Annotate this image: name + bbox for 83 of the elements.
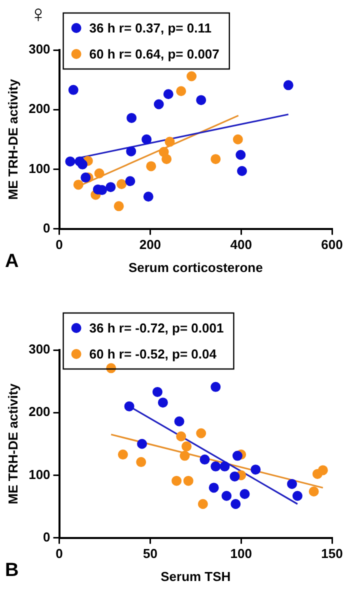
text: ♀ — [29, 1, 48, 28]
point — [176, 431, 186, 442]
x-tick-label: 100 — [230, 546, 252, 562]
text: B — [5, 560, 19, 581]
point — [114, 201, 124, 212]
legend-label: 36 h r= -0.72, p= 0.001 — [89, 320, 224, 336]
point — [162, 154, 172, 164]
point — [158, 398, 168, 408]
point — [232, 450, 242, 461]
point — [182, 441, 192, 452]
point — [240, 488, 250, 499]
point — [125, 176, 136, 186]
point — [220, 461, 230, 472]
x-tick-label: 600 — [321, 237, 343, 252]
point — [126, 146, 136, 156]
x-axis-title: Serum TSH — [160, 568, 231, 584]
point — [283, 80, 294, 90]
legend-label: 60 h r= -0.52, p= 0.04 — [89, 346, 218, 362]
point — [146, 161, 156, 172]
point — [172, 476, 182, 486]
point — [196, 95, 206, 106]
point — [222, 490, 232, 501]
point — [250, 464, 261, 475]
x-tick-label: 50 — [142, 546, 158, 562]
point — [118, 450, 128, 460]
x-axis-title: Serum corticosterone — [128, 260, 263, 275]
text: A — [5, 250, 19, 272]
x-tick-label: 0 — [56, 237, 63, 252]
point — [186, 71, 197, 82]
x-tick-label: 150 — [321, 546, 343, 562]
legend-label: 60 h r= 0.64, p= 0.007 — [89, 46, 220, 62]
point — [65, 156, 76, 166]
point — [80, 172, 91, 183]
point — [232, 134, 243, 144]
point — [287, 478, 298, 489]
point — [154, 99, 164, 110]
point — [73, 180, 84, 190]
y-tick-label: 100 — [28, 160, 50, 176]
point — [174, 416, 184, 426]
point — [164, 136, 175, 147]
point — [230, 498, 241, 509]
point — [137, 438, 148, 449]
y-tick-label: 100 — [28, 466, 50, 482]
point — [208, 482, 219, 493]
point — [198, 498, 208, 509]
y-tick-label: 0 — [43, 529, 50, 544]
point — [230, 471, 240, 482]
point — [163, 89, 174, 100]
point — [152, 386, 162, 397]
legend-label: 36 h r= 0.37, p= 0.11 — [89, 20, 212, 36]
point — [124, 401, 134, 412]
y-tick-label: 200 — [28, 404, 50, 420]
point — [180, 450, 190, 461]
y-tick-label: 300 — [28, 42, 50, 57]
y-tick-label: 300 — [28, 342, 50, 357]
point — [126, 112, 137, 123]
x-tick-label: 0 — [56, 546, 63, 562]
point — [143, 192, 154, 202]
point — [106, 182, 116, 192]
x-tick-label: 200 — [139, 237, 162, 252]
y-axis-title: ME TRH-DE activity — [5, 78, 20, 200]
point — [116, 179, 127, 190]
point — [210, 382, 221, 392]
y-tick-label: 200 — [28, 101, 50, 116]
point — [183, 476, 194, 486]
y-axis-title: ME TRH-DE activity — [5, 382, 20, 504]
point — [94, 168, 104, 178]
point — [196, 428, 206, 438]
point — [308, 486, 319, 496]
point — [237, 166, 248, 176]
point — [210, 154, 221, 164]
x-tick-label: 400 — [230, 237, 252, 252]
point — [136, 457, 146, 468]
point — [142, 134, 152, 144]
y-tick-label: 0 — [43, 220, 50, 236]
point — [200, 454, 210, 465]
point — [292, 490, 302, 501]
point — [68, 84, 78, 95]
point — [176, 86, 186, 96]
point — [210, 461, 221, 472]
point — [318, 465, 328, 476]
point — [77, 159, 88, 170]
point — [236, 150, 246, 160]
